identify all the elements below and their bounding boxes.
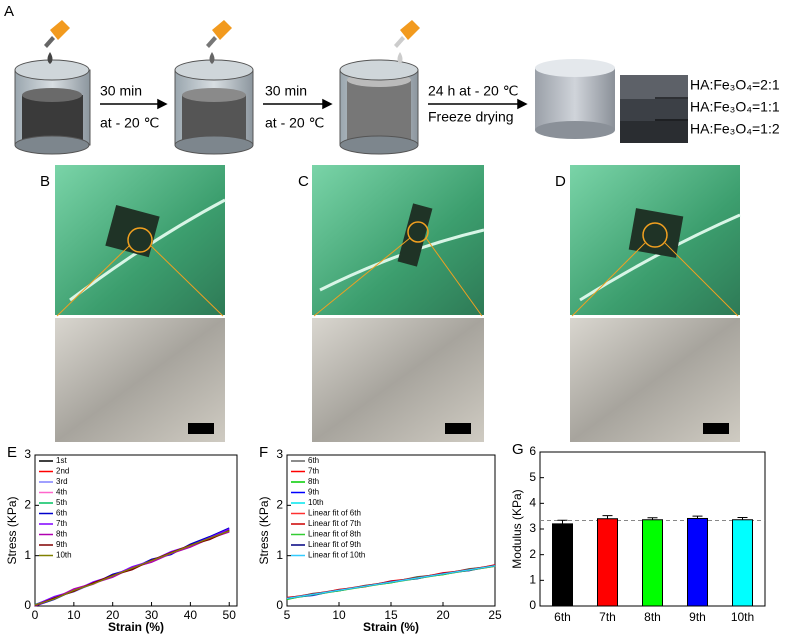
- x-axis-title: Strain (%): [363, 620, 419, 634]
- legend-label: 5th: [56, 498, 67, 507]
- y-tick-label: 0: [529, 598, 536, 612]
- x-tick-label: 9th: [689, 610, 706, 624]
- legend-label: 2nd: [56, 467, 69, 476]
- bar: [597, 518, 618, 607]
- x-tick-label: 20: [106, 608, 120, 622]
- sample-photo: [620, 75, 688, 143]
- x-tick-label: 10: [332, 608, 346, 622]
- y-tick-label: 1: [24, 548, 31, 562]
- panel-label: C: [298, 173, 309, 190]
- x-tick-label: 0: [32, 608, 39, 622]
- y-tick-label: 2: [24, 498, 31, 512]
- x-tick-label: 10: [67, 608, 81, 622]
- legend-label: Linear fit of 6th: [308, 509, 361, 518]
- y-tick-label: 3: [529, 521, 536, 535]
- legend-label: 10th: [308, 498, 324, 507]
- y-axis-title: Stress (KPa): [5, 496, 19, 564]
- panel-label: F: [259, 444, 268, 461]
- bar: [732, 519, 753, 607]
- legend-label: 8th: [308, 477, 319, 486]
- x-tick-label: 8th: [644, 610, 661, 624]
- x-tick-label: 30: [145, 608, 159, 622]
- y-tick-label: 4: [529, 496, 536, 510]
- y-axis-title: Stress (KPa): [257, 496, 271, 564]
- x-tick-label: 40: [184, 608, 198, 622]
- y-tick-label: 2: [529, 547, 536, 561]
- step-text: at - 20 ℃: [100, 115, 159, 131]
- panel-label: B: [40, 173, 50, 190]
- x-tick-label: 10th: [731, 610, 754, 624]
- legend-label: 6th: [308, 456, 319, 465]
- x-tick-label: 50: [223, 608, 237, 622]
- y-tick-label: 3: [24, 447, 31, 461]
- y-tick-label: 6: [529, 444, 536, 458]
- step-text: 30 min: [265, 83, 307, 99]
- y-tick-label: 1: [529, 573, 536, 587]
- x-tick-label: 7th: [599, 610, 616, 624]
- panel-label: A: [4, 3, 14, 20]
- ratio-label: HA:Fe₃O₄=1:1: [690, 99, 780, 115]
- legend-label: 6th: [56, 509, 67, 518]
- step-text: 24 h at - 20 ℃: [428, 83, 518, 99]
- y-axis-title: Modulus (KPa): [510, 489, 524, 568]
- y-tick-label: 5: [529, 470, 536, 484]
- ratio-label: HA:Fe₃O₄=2:1: [690, 77, 780, 93]
- legend-label: Linear fit of 10th: [308, 551, 365, 560]
- legend-label: 9th: [56, 540, 67, 549]
- y-tick-label: 0: [24, 598, 31, 612]
- step-text: Freeze drying: [428, 109, 514, 125]
- x-tick-label: 5: [284, 608, 291, 622]
- y-tick-label: 1: [276, 548, 283, 562]
- bar: [687, 517, 708, 607]
- bar: [552, 523, 573, 607]
- legend-label: 3rd: [56, 477, 68, 486]
- photo-d: [570, 165, 741, 442]
- legend-label: 8th: [56, 530, 67, 539]
- panel-label: D: [555, 173, 566, 190]
- legend-label: 10th: [56, 551, 72, 560]
- legend-label: 4th: [56, 488, 67, 497]
- sample-cylinder: [535, 59, 615, 139]
- legend-label: 1st: [56, 456, 67, 465]
- y-tick-label: 0: [276, 598, 283, 612]
- y-tick-label: 2: [276, 498, 283, 512]
- panel-label: G: [512, 441, 524, 458]
- x-axis-title: Strain (%): [108, 620, 164, 634]
- photo-b: [55, 165, 226, 442]
- error-bar: [602, 515, 613, 519]
- plot-frame: [34, 454, 238, 607]
- series-line: [286, 565, 496, 600]
- arrows: [100, 97, 688, 121]
- beaker-1: [14, 20, 91, 155]
- photo-c: [312, 165, 485, 442]
- step-text: 30 min: [100, 83, 142, 99]
- x-tick-label: 6th: [554, 610, 571, 624]
- ratio-label: HA:Fe₃O₄=1:2: [690, 121, 780, 137]
- legend-label: 7th: [56, 519, 67, 528]
- step-text: at - 20 ℃: [265, 115, 324, 131]
- legend-label: Linear fit of 9th: [308, 540, 361, 549]
- series-line: [34, 530, 230, 606]
- beaker-2: [174, 20, 254, 155]
- error-bar: [737, 516, 748, 520]
- error-bar: [647, 517, 658, 520]
- y-tick-label: 3: [276, 447, 283, 461]
- legend-label: 9th: [308, 488, 319, 497]
- x-tick-label: 15: [384, 608, 398, 622]
- bar: [642, 519, 663, 607]
- beaker-3: [339, 20, 420, 155]
- legend-label: Linear fit of 8th: [308, 530, 361, 539]
- x-tick-label: 25: [488, 608, 502, 622]
- panel-label: E: [7, 444, 17, 461]
- legend-label: 7th: [308, 467, 319, 476]
- error-bar: [692, 515, 703, 519]
- error-bar: [557, 519, 568, 524]
- legend-label: Linear fit of 7th: [308, 519, 361, 528]
- x-tick-label: 20: [436, 608, 450, 622]
